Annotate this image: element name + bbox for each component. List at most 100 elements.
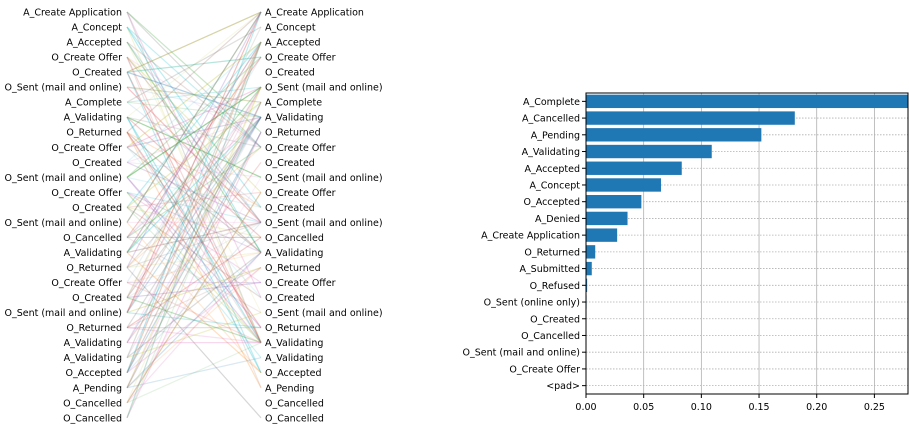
attention-line bbox=[126, 11, 262, 73]
attention-line bbox=[126, 101, 262, 208]
right-token-label: O_Cancelled bbox=[265, 233, 324, 244]
attention-line bbox=[126, 56, 262, 73]
x-tick-label: 0.15 bbox=[748, 402, 769, 413]
left-token-label: O_Created bbox=[72, 203, 122, 214]
bar-chart-category-labels: A_Complete A_Cancelled A_Pending A_Validati… bbox=[462, 97, 586, 392]
attention-line bbox=[126, 71, 262, 373]
attention-line bbox=[126, 177, 262, 404]
attention-line bbox=[126, 26, 262, 253]
right-token-label: O_Sent (mail and online) bbox=[265, 173, 383, 184]
attention-line bbox=[126, 86, 262, 298]
attention-line bbox=[126, 86, 262, 103]
category-label: O_Sent (online only) bbox=[484, 298, 580, 309]
left-token-label: O_Created bbox=[72, 68, 122, 79]
attention-line bbox=[126, 131, 262, 208]
attention-line bbox=[126, 236, 262, 314]
attention-line bbox=[126, 116, 262, 178]
attention-line bbox=[126, 11, 262, 223]
attention-line bbox=[126, 192, 262, 404]
attention-line bbox=[126, 11, 262, 223]
attention-line bbox=[126, 86, 262, 178]
attention-lines bbox=[126, 11, 262, 419]
attention-line bbox=[126, 86, 262, 223]
attention-line bbox=[126, 116, 262, 238]
category-label: O_Sent (mail and online) bbox=[462, 348, 580, 359]
right-token-label: A_Validating bbox=[265, 248, 323, 259]
attention-line bbox=[126, 41, 262, 253]
attention-line bbox=[126, 56, 262, 283]
left-token-label: O_Create Offer bbox=[51, 188, 122, 199]
attention-line bbox=[126, 161, 262, 223]
bar-chart-frame bbox=[585, 92, 909, 395]
attention-line bbox=[126, 312, 262, 359]
category-label: A_Complete bbox=[523, 97, 580, 108]
attention-line bbox=[126, 11, 262, 148]
attention-line bbox=[126, 116, 262, 148]
left-token-label: O_Cancelled bbox=[63, 398, 122, 409]
right-token-label: O_Create Offer bbox=[265, 143, 336, 154]
attention-line bbox=[126, 116, 262, 238]
left-token-label: A_Validating bbox=[64, 338, 122, 349]
left-token-label: O_Sent (mail and online) bbox=[4, 83, 122, 94]
left-token-label: O_Sent (mail and online) bbox=[4, 218, 122, 229]
bar bbox=[586, 278, 588, 292]
bar bbox=[586, 228, 618, 242]
left-token-label: O_Sent (mail and online) bbox=[4, 308, 122, 319]
attention-line bbox=[126, 41, 262, 313]
attention-line bbox=[126, 342, 262, 404]
attention-line bbox=[126, 86, 262, 178]
attention-line bbox=[126, 41, 262, 358]
attention-line bbox=[126, 41, 262, 313]
right-token-label: O_Returned bbox=[265, 128, 321, 139]
attention-line bbox=[126, 86, 262, 404]
attention-line bbox=[126, 71, 262, 118]
attention-line bbox=[126, 86, 262, 118]
left-token-label: O_Cancelled bbox=[63, 413, 122, 424]
attention-line bbox=[126, 267, 262, 374]
left-token-label: A_Pending bbox=[73, 383, 122, 394]
attention-line bbox=[126, 116, 262, 298]
attention-line bbox=[126, 191, 262, 344]
x-tick-label: 0.10 bbox=[691, 402, 712, 413]
attention-line bbox=[126, 71, 262, 343]
right-token-label: A_Validating bbox=[265, 353, 323, 364]
attention-line bbox=[126, 252, 262, 359]
attention-line bbox=[126, 11, 262, 298]
category-label: A_Concept bbox=[529, 180, 580, 191]
attention-line bbox=[126, 41, 262, 223]
left-token-label: O_Created bbox=[72, 293, 122, 304]
left-token-label: O_Create Offer bbox=[51, 53, 122, 64]
attention-line bbox=[126, 56, 262, 73]
x-tick-label: 0.20 bbox=[806, 402, 827, 413]
attention-line bbox=[126, 41, 262, 358]
attention-line bbox=[126, 131, 262, 389]
attention-line bbox=[126, 11, 262, 373]
attention-line bbox=[126, 11, 262, 313]
attention-line bbox=[126, 146, 262, 253]
category-label: <pad> bbox=[546, 381, 580, 392]
attention-line bbox=[126, 191, 262, 284]
attention-line bbox=[126, 221, 262, 254]
attention-line bbox=[126, 221, 262, 269]
bar bbox=[586, 111, 795, 125]
attention-line bbox=[126, 222, 262, 374]
attention-line bbox=[126, 11, 262, 268]
category-label: A_Pending bbox=[531, 130, 580, 141]
attention-line bbox=[126, 86, 262, 253]
attention-line bbox=[126, 26, 262, 208]
attention-line bbox=[126, 26, 262, 103]
attention-line bbox=[126, 86, 262, 148]
right-token-label: O_Create Offer bbox=[265, 278, 336, 289]
right-token-label: A_Validating bbox=[265, 338, 323, 349]
attention-line bbox=[126, 327, 262, 344]
attention-line bbox=[126, 56, 262, 343]
attention-line bbox=[126, 191, 262, 359]
attention-line bbox=[126, 56, 262, 193]
attention-line bbox=[126, 161, 262, 344]
category-label: A_Accepted bbox=[524, 164, 580, 175]
bar bbox=[586, 261, 592, 276]
attention-line bbox=[126, 252, 262, 374]
attention-line bbox=[126, 357, 262, 389]
left-token-label: O_Accepted bbox=[66, 368, 122, 379]
attention-line bbox=[126, 86, 262, 103]
